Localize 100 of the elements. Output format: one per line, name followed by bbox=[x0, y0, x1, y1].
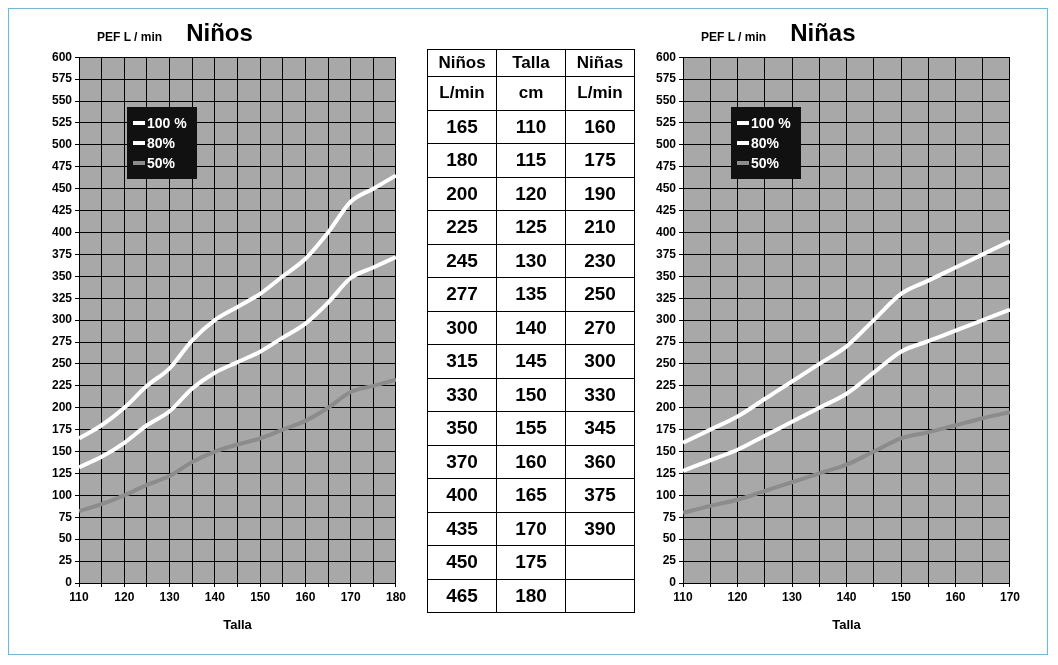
x-tick-label: 130 bbox=[782, 589, 803, 604]
y-tick-label: 130 bbox=[496, 244, 566, 278]
y-tick-label: 0 bbox=[669, 575, 677, 590]
y-tick-label: 150 bbox=[51, 443, 73, 458]
y-tick-label: 100 bbox=[51, 487, 73, 502]
y-tick-label: 425 bbox=[655, 202, 677, 217]
y-tick-label: 140 bbox=[496, 311, 566, 345]
y-tick-label: 50 bbox=[662, 531, 677, 546]
y-tick-label: 175 bbox=[51, 421, 73, 436]
y-tick-label: 300 bbox=[655, 312, 677, 327]
y-tick-label: 400 bbox=[655, 224, 677, 239]
y-tick-label: 325 bbox=[655, 290, 677, 305]
x-tick-label: 170 bbox=[999, 589, 1021, 604]
y-tick-label: 400 bbox=[51, 224, 73, 239]
y-tick-label: 600 bbox=[655, 49, 677, 64]
x-axis-title: Talla bbox=[832, 616, 862, 632]
legend-label: 100 % bbox=[751, 115, 791, 131]
y-tick-label: 550 bbox=[655, 93, 677, 108]
data-label: 300 bbox=[427, 311, 497, 345]
y-tick-label: 120 bbox=[496, 177, 566, 211]
legend-label: 100 % bbox=[147, 115, 187, 131]
data-label: 300 bbox=[565, 344, 635, 378]
data-label: 315 bbox=[427, 344, 497, 378]
y-tick-label: 525 bbox=[655, 115, 677, 130]
text: cm bbox=[496, 76, 566, 110]
y-tick-label: 50 bbox=[58, 531, 73, 546]
y-tick-label: 165 bbox=[496, 478, 566, 512]
y-tick-label: 125 bbox=[496, 210, 566, 244]
y-tick-label: 135 bbox=[496, 277, 566, 311]
legend-label: 50% bbox=[751, 155, 780, 171]
data-label: 270 bbox=[565, 311, 635, 345]
data-label: 245 bbox=[427, 244, 497, 278]
x-tick-label: 160 bbox=[945, 589, 966, 604]
y-tick-label: 155 bbox=[496, 411, 566, 445]
x-tick-label: 120 bbox=[114, 589, 135, 604]
legend-label: 80% bbox=[147, 135, 176, 151]
data-label: 345 bbox=[565, 411, 635, 445]
y-tick-label: 275 bbox=[51, 334, 73, 349]
y-tick-label: 200 bbox=[51, 400, 73, 415]
x-tick-label: 120 bbox=[727, 589, 748, 604]
y-tick-label: 125 bbox=[51, 465, 73, 480]
y-tick-label: 160 bbox=[496, 445, 566, 479]
y-tick-label: 250 bbox=[51, 356, 73, 371]
y-tick-label: 275 bbox=[655, 334, 677, 349]
y-tick-label: 350 bbox=[51, 268, 73, 283]
data-label: 225 bbox=[427, 210, 497, 244]
y-tick-label: 550 bbox=[51, 93, 73, 108]
y-tick-label: 425 bbox=[51, 202, 73, 217]
y-tick-label: 300 bbox=[51, 312, 73, 327]
y-tick-label: 475 bbox=[655, 159, 677, 174]
x-tick-label: 110 bbox=[673, 589, 694, 604]
data-label: 160 bbox=[565, 110, 635, 144]
x-tick-label: 140 bbox=[204, 589, 226, 604]
data-label: 230 bbox=[565, 244, 635, 278]
y-tick-label: 500 bbox=[655, 137, 677, 152]
data-label: 175 bbox=[565, 143, 635, 177]
y-tick-label: 250 bbox=[655, 356, 677, 371]
data-label: 250 bbox=[565, 277, 635, 311]
data-label: 210 bbox=[565, 210, 635, 244]
data-label: 390 bbox=[565, 512, 635, 546]
y-tick-label: 575 bbox=[51, 71, 73, 86]
y-tick-label: 150 bbox=[496, 378, 566, 412]
y-tick-label: 110 bbox=[496, 110, 566, 144]
y-tick-label: 170 bbox=[496, 512, 566, 546]
text: L/min bbox=[427, 76, 497, 110]
data-label: 180 bbox=[427, 143, 497, 177]
y-tick-label: 100 bbox=[655, 487, 677, 502]
y-tick-label: 375 bbox=[655, 246, 677, 261]
data-label: 330 bbox=[427, 378, 497, 412]
y-tick-label: 225 bbox=[51, 378, 73, 393]
data-label: 360 bbox=[565, 445, 635, 479]
y-tick-label: 375 bbox=[51, 246, 73, 261]
y-tick-label: 225 bbox=[655, 378, 677, 393]
data-label: 375 bbox=[565, 478, 635, 512]
y-tick-label: 75 bbox=[662, 509, 677, 524]
data-label: 190 bbox=[565, 177, 635, 211]
x-tick-label: 160 bbox=[295, 589, 316, 604]
x-tick-label: 130 bbox=[159, 589, 180, 604]
y-tick-label: 600 bbox=[51, 49, 73, 64]
y-tick-label: 575 bbox=[655, 71, 677, 86]
x-tick-label: 170 bbox=[340, 589, 362, 604]
x-tick-label: 150 bbox=[250, 589, 271, 604]
legend-label: 50% bbox=[147, 155, 176, 171]
data-label: 165 bbox=[427, 110, 497, 144]
y-tick-label: 125 bbox=[655, 465, 677, 480]
x-tick-label: 140 bbox=[836, 589, 857, 604]
x-tick-label: 150 bbox=[890, 589, 912, 604]
y-tick-label: 450 bbox=[655, 180, 677, 195]
x-tick-label: 110 bbox=[69, 589, 90, 604]
y-tick-label: 475 bbox=[51, 159, 73, 174]
legend-label: 80% bbox=[751, 135, 780, 151]
y-tick-label: 75 bbox=[58, 509, 73, 524]
data-label: 370 bbox=[427, 445, 497, 479]
data-label: 465 bbox=[427, 579, 497, 613]
x-axis-title: Talla bbox=[223, 616, 253, 632]
data-label: 350 bbox=[427, 411, 497, 445]
y-tick-label: 25 bbox=[662, 553, 677, 568]
data-label: 435 bbox=[427, 512, 497, 546]
y-tick-label: 0 bbox=[65, 575, 73, 590]
y-tick-label: 200 bbox=[655, 400, 677, 415]
